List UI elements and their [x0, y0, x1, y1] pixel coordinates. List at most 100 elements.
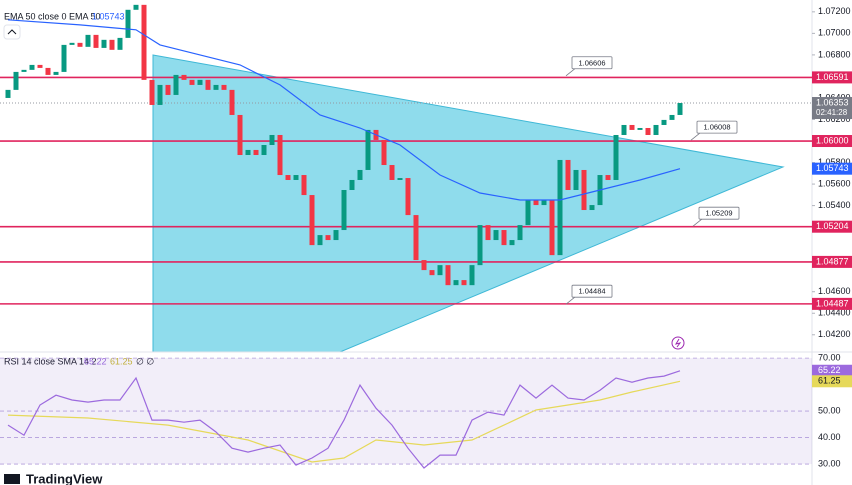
candle-body	[653, 124, 659, 135]
candle-body	[93, 34, 99, 48]
rsi-legend-value: 65.22	[84, 356, 107, 366]
rsi-line	[7, 370, 681, 469]
candle-body	[261, 144, 267, 156]
rsi-axis-label: 65.22	[818, 365, 841, 375]
candle-body	[13, 71, 19, 90]
candle-body	[565, 159, 571, 190]
alert-icon[interactable]	[671, 336, 685, 350]
candle-body	[461, 280, 467, 286]
candle-body	[309, 195, 315, 246]
candle-body	[445, 265, 451, 286]
rsi-tick-label: 50.00	[818, 405, 841, 415]
last-price-box	[812, 97, 852, 120]
y-tick-label: 1.04200	[818, 329, 851, 339]
callout-label: 1.06008	[703, 123, 730, 132]
candle-body	[549, 200, 555, 256]
candle-body	[613, 134, 619, 180]
level-axis-label: 1.04487	[816, 298, 849, 308]
candle-body	[45, 67, 51, 75]
candle-body	[493, 230, 499, 241]
candle-body	[245, 149, 251, 156]
candle-body	[133, 4, 139, 10]
candle-body	[421, 260, 427, 271]
candle-body	[645, 127, 651, 135]
y-tick-label: 1.04400	[818, 308, 851, 318]
candle-body	[125, 9, 131, 38]
candle-body	[205, 79, 211, 90]
candle-body	[357, 169, 363, 180]
y-tick-label: 1.05600	[818, 178, 851, 188]
candle-body	[197, 79, 203, 85]
level-axis-label: 1.04877	[816, 256, 849, 266]
level-axis-label: 1.05204	[816, 221, 849, 231]
candle-body	[301, 175, 307, 196]
candle-body	[21, 69, 27, 72]
y-tick-label: 1.04600	[818, 286, 851, 296]
callout-box	[696, 120, 738, 134]
y-tick-label: 1.05800	[818, 157, 851, 167]
candle-body	[381, 139, 387, 166]
level-axis-box	[812, 220, 852, 233]
callout-box	[698, 206, 740, 220]
callout-box	[571, 56, 613, 70]
candle-body	[293, 175, 299, 180]
candle-body	[557, 159, 563, 256]
candle-body	[677, 103, 683, 115]
collapse-icon	[7, 29, 17, 35]
candle-body	[341, 189, 347, 231]
rsi-tick-label: 40.00	[818, 432, 841, 442]
candle-body	[349, 179, 355, 190]
candle-body	[517, 225, 523, 241]
candle-body	[621, 124, 627, 135]
y-tick-label: 1.07200	[818, 6, 851, 16]
candle-body	[389, 165, 395, 180]
logo-mark	[4, 474, 20, 484]
ema-axis-label: 1.05743	[816, 163, 849, 173]
level-axis-box	[812, 135, 852, 148]
y-tick-label: 1.05400	[818, 200, 851, 210]
candle-body	[189, 79, 195, 85]
candle-body	[317, 235, 323, 246]
candle-body	[669, 114, 675, 120]
rsi-legend-sma: 61.25	[110, 356, 133, 366]
brand-logo: TradingView	[4, 471, 103, 485]
ema-legend-value: 1.05743	[92, 11, 125, 21]
candle-body	[173, 74, 179, 95]
candle-body	[589, 205, 595, 211]
ema-line	[7, 19, 681, 201]
y-tick-label: 1.06800	[818, 49, 851, 59]
candle-body	[477, 225, 483, 266]
candle-body	[429, 270, 435, 276]
candle-body	[469, 265, 475, 286]
rsi-legend: RSI 14 close SMA 14 2	[4, 356, 97, 366]
candle-body	[397, 178, 403, 180]
rsi-tick-label: 30.00	[818, 458, 841, 468]
candle-body	[253, 149, 259, 156]
rsi-tick-label: 70.00	[818, 352, 841, 362]
candle-body	[53, 71, 59, 75]
candle-body	[437, 265, 443, 276]
candle-body	[85, 34, 91, 47]
rsi-axis-box	[812, 364, 852, 377]
candle-body	[453, 280, 459, 286]
candle-body	[629, 124, 635, 130]
candle-body	[181, 74, 187, 80]
candle-body	[269, 134, 275, 145]
rsi-sma-axis-box	[812, 375, 852, 388]
rsi-sma-line	[7, 380, 681, 463]
candle-body	[413, 215, 419, 261]
candle-body	[29, 64, 35, 70]
candle-body	[117, 37, 123, 50]
candle-body	[5, 89, 11, 98]
candle-body	[405, 178, 411, 216]
candle-body	[509, 240, 515, 246]
candle-body	[365, 129, 371, 170]
candle-body	[141, 4, 147, 80]
level-axis-label: 1.06591	[816, 72, 849, 82]
candle-body	[541, 200, 547, 206]
candle-body	[333, 230, 339, 241]
candle-body	[485, 225, 491, 241]
collapse-button[interactable]	[3, 24, 21, 40]
candle-body	[213, 84, 219, 90]
